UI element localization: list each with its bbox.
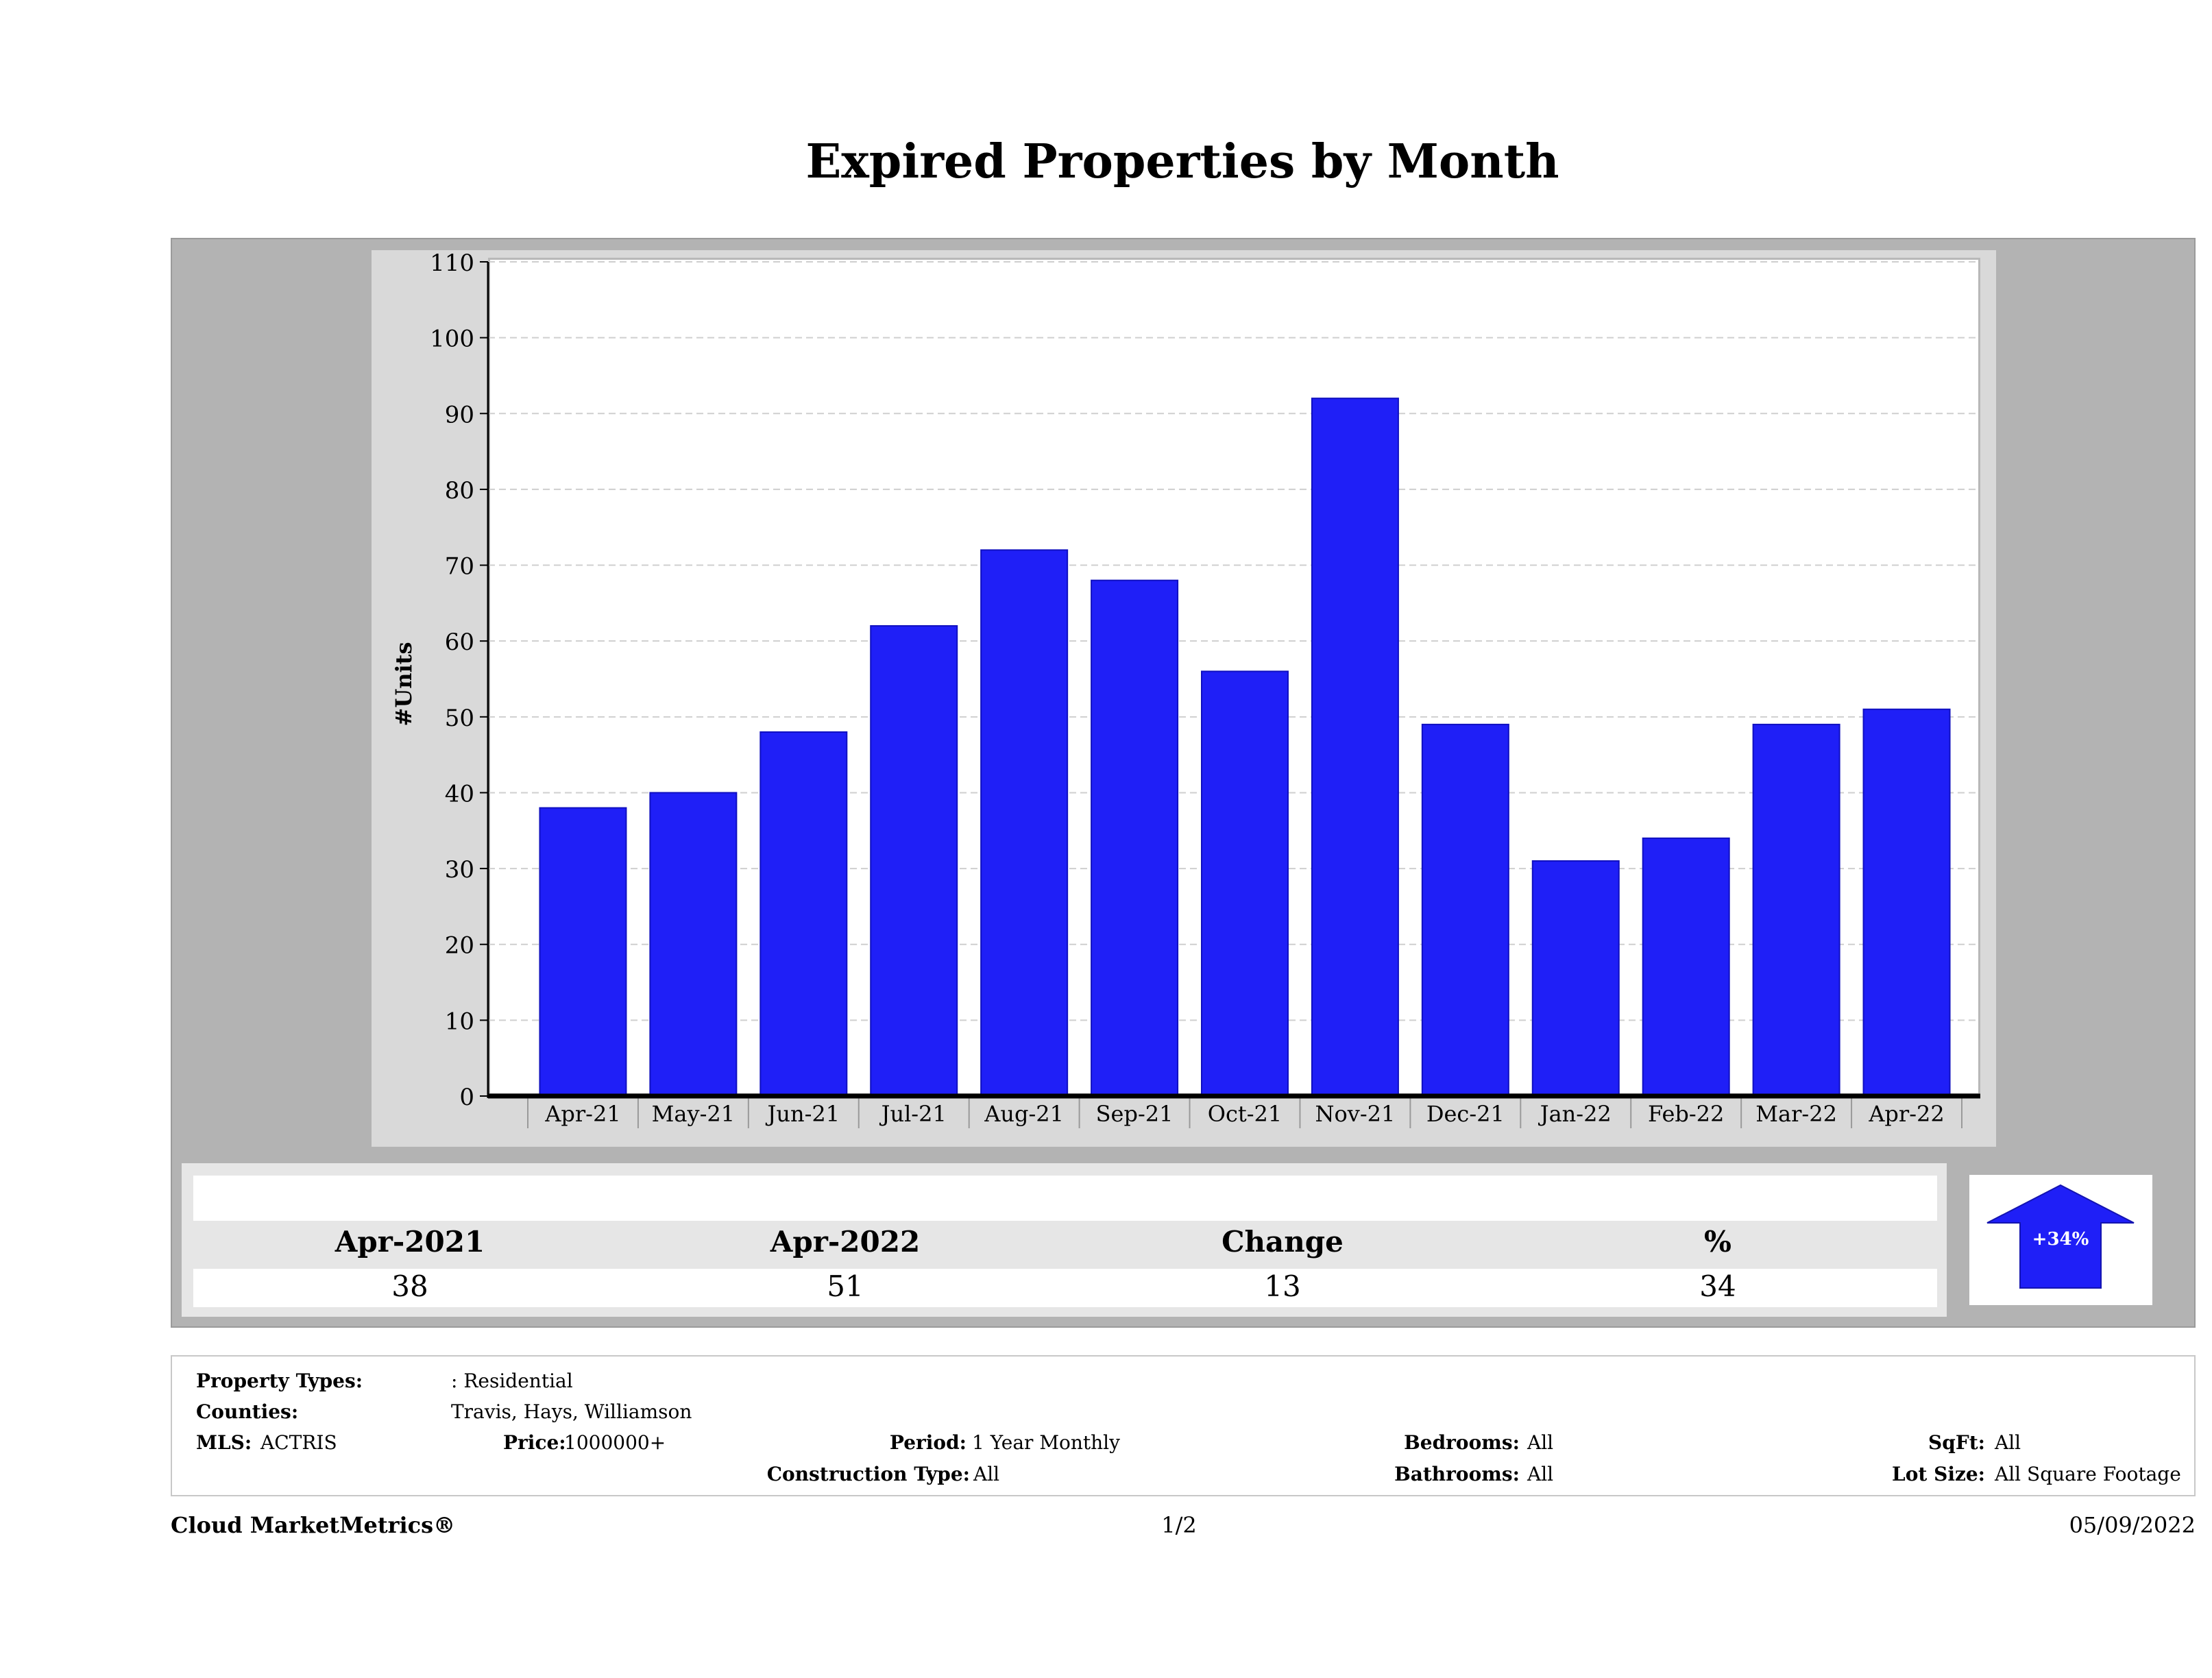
bar <box>1642 837 1730 1097</box>
x-tick-label: Feb-22 <box>1648 1101 1724 1127</box>
bar <box>759 731 848 1097</box>
summary-header-start: Apr-2021 <box>335 1225 485 1258</box>
y-tick-label: 40 <box>445 780 474 807</box>
footer-page-number: 1/2 <box>1161 1512 1197 1538</box>
summary-value-start: 38 <box>391 1269 428 1303</box>
construction-type-value: All <box>973 1463 1000 1485</box>
summary-header-percent: % <box>1704 1225 1731 1258</box>
summary-values-row <box>193 1269 1937 1307</box>
y-tick-label: 90 <box>445 401 474 428</box>
y-tick-label: 10 <box>445 1008 474 1035</box>
x-tick-label: Dec-21 <box>1426 1101 1505 1127</box>
bars <box>539 398 1951 1097</box>
x-tick-label: Apr-22 <box>1868 1101 1944 1127</box>
bar <box>649 792 738 1097</box>
x-tick-label: Nov-21 <box>1315 1101 1395 1127</box>
bathrooms-label: Bathrooms: <box>1394 1463 1520 1485</box>
x-tick-label: Aug-21 <box>984 1101 1064 1127</box>
bar <box>1752 723 1840 1097</box>
summary-value-end: 51 <box>827 1269 864 1303</box>
y-axis-ticks: 0 10 20 30 40 50 60 70 80 90 100 110 <box>430 250 488 1111</box>
filter-info-panel <box>171 1355 2196 1496</box>
bedrooms-value: All <box>1527 1431 1554 1454</box>
bar <box>1531 860 1620 1097</box>
arrow-label: +34% <box>2032 1229 2089 1250</box>
y-axis-label: #Units <box>391 642 417 727</box>
y-tick-label: 30 <box>445 856 474 884</box>
x-tick-label: Jan-22 <box>1538 1101 1612 1127</box>
x-tick-label: Jun-21 <box>766 1101 840 1127</box>
bar <box>1201 670 1289 1097</box>
y-tick-label: 0 <box>459 1084 474 1111</box>
bathrooms-value: All <box>1527 1463 1554 1485</box>
bar <box>1311 398 1399 1097</box>
counties-label: Counties: <box>196 1400 299 1423</box>
sqft-label: SqFt: <box>1928 1431 1985 1454</box>
x-tick-label: May-21 <box>652 1101 735 1127</box>
bar <box>1421 723 1509 1097</box>
sqft-value: All <box>1995 1431 2021 1454</box>
y-tick-label: 50 <box>445 705 474 732</box>
summary-value-percent: 34 <box>1699 1269 1736 1303</box>
y-tick-label: 70 <box>445 553 474 581</box>
bar <box>1862 708 1951 1097</box>
x-tick-label: Mar-22 <box>1755 1101 1837 1127</box>
x-tick-label: Oct-21 <box>1208 1101 1283 1127</box>
y-tick-label: 60 <box>445 629 474 656</box>
property-types-value: : Residential <box>451 1370 573 1392</box>
counties-value: Travis, Hays, Williamson <box>451 1400 692 1423</box>
summary-blank-row <box>193 1176 1937 1221</box>
price-value: 1000000+ <box>564 1431 666 1454</box>
y-tick-label: 20 <box>445 932 474 960</box>
chart-title: Expired Properties by Month <box>805 134 1559 189</box>
bar <box>1091 579 1179 1097</box>
summary-value-change: 13 <box>1264 1269 1301 1303</box>
price-label: Price: <box>503 1431 566 1454</box>
bar <box>870 625 958 1097</box>
y-tick-label: 80 <box>445 477 474 504</box>
x-tick-label: Apr-21 <box>544 1101 620 1127</box>
mls-value: ACTRIS <box>260 1431 337 1454</box>
bedrooms-label: Bedrooms: <box>1404 1431 1520 1454</box>
lot-size-value: All Square Footage <box>1995 1463 2181 1485</box>
period-value: 1 Year Monthly <box>972 1431 1120 1454</box>
summary-header-change: Change <box>1222 1225 1344 1258</box>
arrow-shape <box>1986 1184 2135 1289</box>
property-types-label: Property Types: <box>196 1370 363 1392</box>
construction-type-label: Construction Type: <box>766 1463 970 1485</box>
period-label: Period: <box>889 1431 967 1454</box>
y-tick-label: 100 <box>430 326 474 353</box>
footer-brand: Cloud MarketMetrics® <box>171 1512 456 1538</box>
x-axis-ticks: Apr-21 May-21 Jun-21 Jul-21 Aug-21 Sep-21 Oct-… <box>527 1098 1962 1128</box>
mls-label: MLS: <box>196 1431 252 1454</box>
x-tick-label: Jul-21 <box>879 1101 947 1127</box>
bar <box>539 807 627 1097</box>
bar <box>980 549 1069 1097</box>
x-tick-label: Sep-21 <box>1096 1101 1174 1127</box>
footer-date: 05/09/2022 <box>2069 1512 2196 1538</box>
summary-header-end: Apr-2022 <box>770 1225 921 1258</box>
up-arrow-icon: +34% <box>1986 1184 2135 1289</box>
y-tick-label: 110 <box>430 250 474 277</box>
lot-size-label: Lot Size: <box>1892 1463 1985 1485</box>
